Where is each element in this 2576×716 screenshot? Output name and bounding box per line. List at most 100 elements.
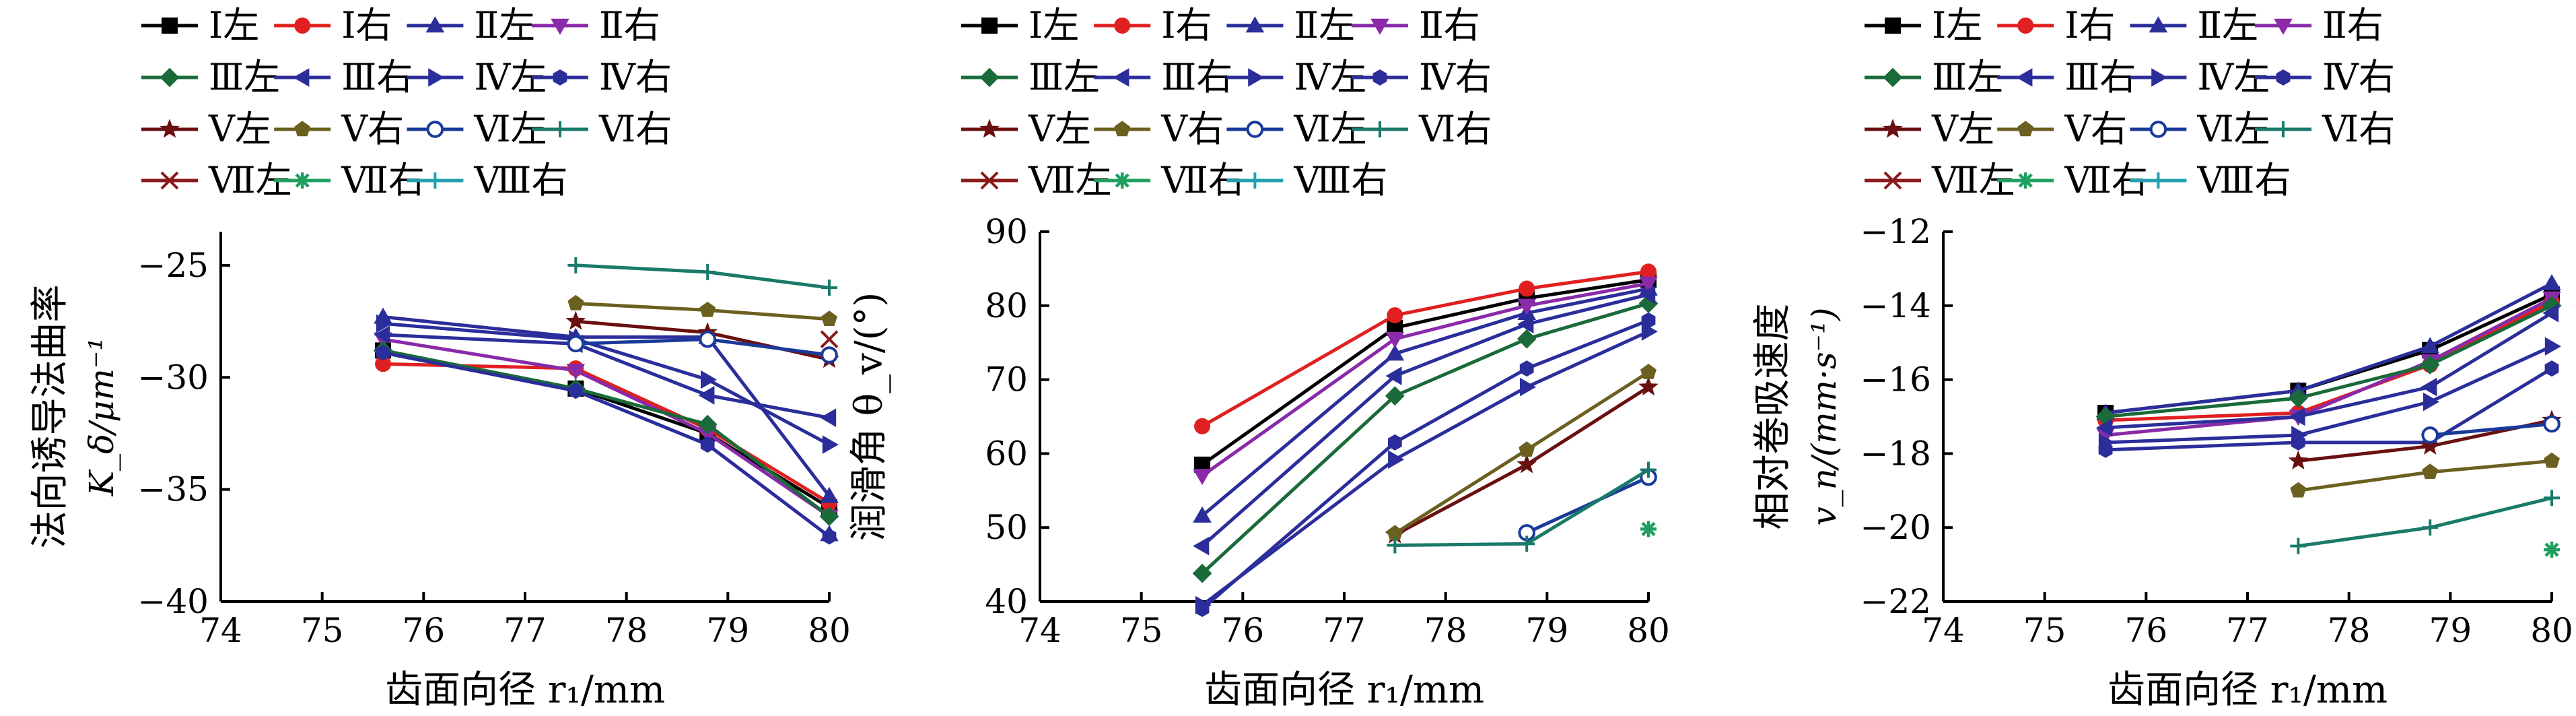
series-I_R — [1194, 263, 1657, 434]
legend-swatch-marker — [979, 119, 1000, 138]
legend-label: Ⅱ左 — [474, 4, 535, 46]
series-line — [576, 263, 830, 290]
legend-swatch-marker — [1885, 18, 1901, 34]
legend-label: Ⅷ右 — [2196, 159, 2291, 201]
data-point — [1517, 298, 1536, 315]
legend-label: Ⅲ左 — [1932, 56, 2003, 98]
legend-label: Ⅳ右 — [2322, 56, 2395, 98]
legend-swatch-marker — [1883, 67, 1903, 88]
x-tick-label: 78 — [1424, 611, 1467, 650]
x-tick-label: 80 — [1627, 611, 1670, 650]
x-axis-label: 齿面向径 r₁/mm — [2108, 668, 2388, 712]
series-IV_L — [1195, 322, 1658, 615]
legend-swatch-marker — [294, 121, 311, 137]
series-VI_L — [567, 330, 838, 364]
series-line — [1201, 329, 1650, 607]
data-point — [374, 325, 390, 344]
y-tick-label: −16 — [1860, 360, 1931, 399]
legend-label: Ⅰ左 — [1932, 4, 1982, 46]
legend-swatch-marker — [1245, 16, 1265, 33]
legend-label: Ⅱ左 — [1294, 4, 1355, 46]
data-point — [2288, 388, 2308, 408]
legend-swatch-marker — [426, 121, 444, 138]
data-point — [1639, 276, 1658, 293]
data-point — [1640, 263, 1657, 280]
x-tick-label: 80 — [808, 611, 851, 650]
data-point — [1387, 307, 1403, 324]
data-point — [1640, 521, 1657, 538]
legend-label: Ⅲ右 — [1161, 56, 1232, 98]
series-line — [2105, 282, 2553, 415]
y-tick-label: 50 — [985, 508, 1028, 547]
legend-swatch-marker — [981, 18, 998, 34]
y-tick-label: −18 — [1860, 434, 1931, 473]
legend-swatch-marker — [428, 68, 445, 87]
legend-label: Ⅰ右 — [2064, 4, 2115, 46]
data-point — [1519, 441, 1535, 457]
x-tick-label: 78 — [605, 611, 648, 650]
legend-swatch-marker — [1370, 18, 1389, 35]
data-point — [821, 346, 838, 364]
data-point — [2544, 490, 2560, 507]
legend-swatch-marker — [2274, 18, 2293, 35]
y-tick-label: −22 — [1860, 582, 1931, 621]
series-line — [1394, 385, 1650, 537]
data-point — [820, 330, 839, 349]
x-tick-label: 75 — [301, 611, 344, 650]
data-point — [1194, 418, 1211, 434]
legend-label: Ⅵ右 — [1418, 108, 1492, 150]
legend-swatch-marker — [2149, 121, 2167, 138]
series-line — [382, 315, 831, 498]
y-axis-label: 法向诱导法曲率 — [28, 285, 72, 549]
data-point — [1640, 461, 1657, 478]
series-line — [383, 362, 831, 505]
series-line — [1201, 282, 1649, 478]
x-tick-label: 74 — [1922, 611, 1965, 650]
legend-swatch-marker — [1114, 121, 1131, 137]
x-tick-label: 75 — [2023, 611, 2066, 650]
y-axis-unit-label: v_n/(mm·s⁻¹) — [1805, 307, 1844, 525]
data-point — [1387, 537, 1403, 554]
y-tick-label: 60 — [985, 434, 1028, 473]
data-point — [2542, 274, 2561, 291]
series-II_L — [1193, 279, 1658, 523]
data-point — [2423, 392, 2439, 412]
series-line — [1201, 292, 1649, 548]
series-IV_R — [376, 344, 837, 545]
x-axis-label: 齿面向径 r₁/mm — [385, 668, 665, 712]
legend-swatch-marker — [551, 18, 569, 35]
data-point — [820, 486, 839, 503]
data-point — [566, 364, 586, 381]
data-point — [1519, 535, 1535, 552]
legend-swatch-marker — [2017, 121, 2034, 137]
data-point — [1193, 536, 1210, 556]
data-point — [2288, 450, 2309, 470]
data-point — [2290, 538, 2307, 554]
y-tick-label: −40 — [137, 582, 209, 621]
data-point — [1385, 366, 1402, 385]
data-point — [1385, 332, 1405, 349]
data-point — [699, 301, 716, 317]
legend-swatch-marker — [2016, 68, 2033, 87]
legend-swatch-marker — [427, 172, 444, 189]
data-point — [2544, 337, 2561, 356]
data-point — [821, 280, 837, 296]
data-point — [2420, 435, 2441, 455]
data-point — [1385, 344, 1405, 361]
legend-label: Ⅱ右 — [2322, 4, 2383, 46]
series-IV_R — [2098, 360, 2559, 458]
series-line — [2105, 311, 2553, 430]
data-point — [2422, 519, 2439, 536]
legend-swatch-marker — [1883, 119, 1903, 138]
legend-swatch-marker — [2276, 69, 2291, 86]
legend-swatch-marker — [2275, 121, 2291, 137]
legend-label: Ⅲ左 — [1029, 56, 1100, 98]
legend-swatch-marker — [1114, 18, 1131, 34]
data-point — [376, 314, 392, 333]
series-line — [1201, 302, 1649, 575]
series-line — [2105, 366, 2553, 452]
data-point — [1519, 360, 1534, 377]
x-tick-label: 77 — [2226, 611, 2269, 650]
